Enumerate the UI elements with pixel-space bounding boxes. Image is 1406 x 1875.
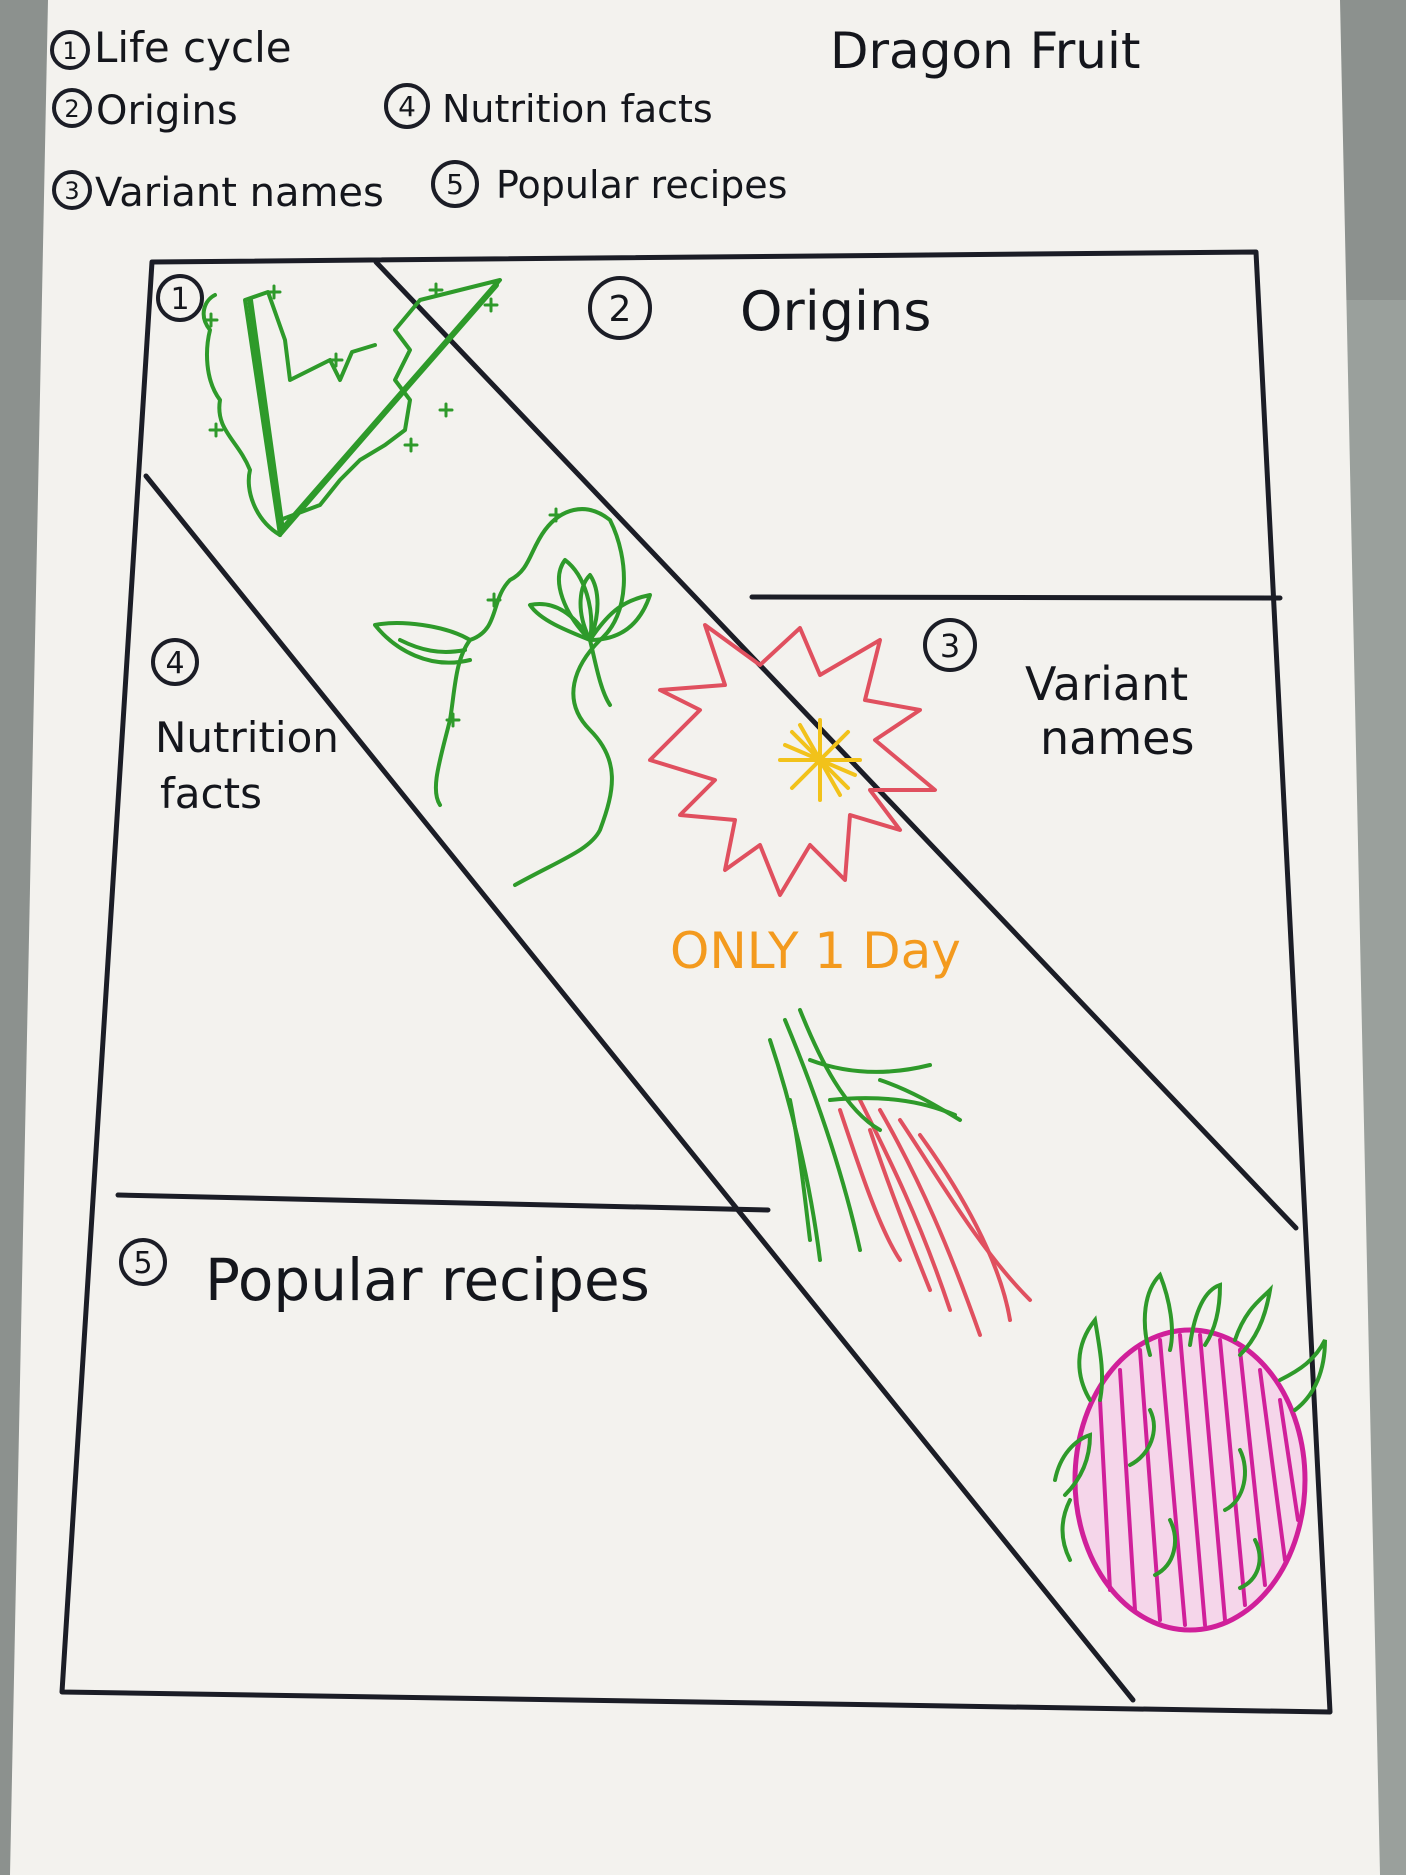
divider-variant-names — [749, 594, 1283, 601]
panel-variant-names: 3 Variant names — [923, 618, 1194, 765]
dragon-fruit-icon — [1053, 1271, 1327, 1633]
legend-number: 4 — [398, 90, 416, 123]
page-title: Dragon Fruit — [830, 22, 1140, 80]
panel-number-circle — [151, 638, 199, 686]
legend-item-5: 5 Popular recipes — [431, 160, 787, 208]
wilted-flower-icon — [768, 1008, 1032, 1337]
panel-nutrition-facts: 4 Nutrition facts — [151, 638, 339, 818]
panel-number-circle — [156, 274, 204, 322]
panel-life-cycle: 1 — [156, 274, 204, 322]
panel-label-line1: Nutrition — [155, 713, 339, 762]
panel-label-line1: Variant — [1025, 657, 1188, 711]
legend-item-3: 3 Variant names — [52, 170, 384, 216]
panel-number: 2 — [609, 289, 632, 330]
legend-label: Variant names — [95, 170, 384, 216]
panel-popular-recipes: 5 Popular recipes — [119, 1238, 650, 1314]
legend-number: 3 — [64, 177, 79, 205]
legend-item-2: 2 Origins — [52, 88, 238, 134]
legend-label: Popular recipes — [496, 163, 787, 207]
legend-label: Life cycle — [94, 23, 292, 72]
panel-label-line2: facts — [160, 769, 262, 818]
divider-popular-recipes — [115, 1192, 771, 1213]
legend-number: 2 — [64, 95, 79, 123]
panel-label-line2: names — [1040, 711, 1194, 765]
flower-bud-vine-icon — [373, 507, 652, 887]
legend-number-circle — [431, 160, 479, 208]
legend-item-1: 1 Life cycle — [50, 23, 292, 72]
legend-item-4: 4 Nutrition facts — [384, 83, 713, 131]
panel-label: Origins — [740, 280, 931, 343]
legend-number: 1 — [62, 37, 77, 65]
panel-number: 3 — [940, 627, 960, 665]
flower-icon — [648, 623, 937, 897]
flower-center — [778, 718, 862, 802]
legend-number: 5 — [446, 168, 464, 201]
outer-border — [59, 249, 1333, 1715]
legend-label: Nutrition facts — [442, 87, 713, 131]
fruit-hatching — [1098, 1333, 1300, 1627]
legend-number-circle — [50, 30, 90, 70]
legend-number-circle — [52, 170, 92, 210]
fruit-leaves — [1053, 1271, 1327, 1590]
panel-number: 5 — [133, 1246, 152, 1281]
panel-number-circle — [588, 276, 652, 340]
panel-label: Popular recipes — [205, 1246, 650, 1314]
legend: 1 Life cycle 2 Origins 3 Variant names 4… — [50, 23, 787, 216]
panel-number-circle — [119, 1238, 167, 1286]
flower-petals — [648, 623, 937, 897]
cactus-stem-icon — [201, 278, 502, 537]
panel-number: 1 — [170, 282, 189, 317]
legend-number-circle — [52, 88, 92, 128]
panel-origins: 2 Origins — [588, 276, 931, 343]
diagonal-divider-lower — [143, 473, 1136, 1703]
legend-label: Origins — [96, 88, 238, 134]
annotation-text: ONLY 1 Day — [670, 922, 961, 980]
panel-number: 4 — [165, 646, 184, 681]
panel-number-circle — [923, 618, 977, 672]
legend-number-circle — [384, 83, 430, 129]
